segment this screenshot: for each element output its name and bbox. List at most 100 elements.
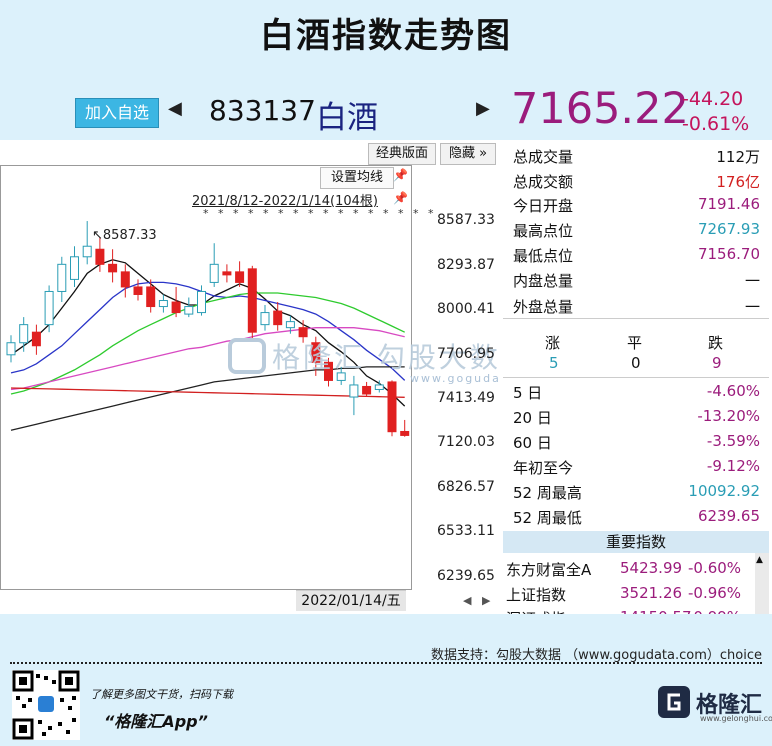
add-to-watchlist-button[interactable]: 加入自选 [75,98,159,128]
period-value: -9.12% [706,457,760,475]
y-axis-label: 7706.95 [437,346,495,362]
candle [400,419,410,437]
app-name: “格隆汇App” [104,712,208,731]
period-value: -3.59% [706,432,760,450]
ma-line [10,387,405,398]
period-label: 52 周最低 [513,509,582,527]
index-name: 上证指数 [506,586,567,604]
candle [197,285,206,316]
scroll-right-icon[interactable]: ▶ [482,594,491,607]
stat-label: 最低点位 [513,247,574,265]
candle [222,264,232,283]
flat-label: 平 [627,334,643,352]
candle [285,315,295,334]
next-arrow-icon[interactable]: ▶ [476,98,490,119]
stat-label: 总成交额 [513,173,574,191]
ma-settings-button[interactable]: 设置均线 [320,167,394,189]
candle [247,265,257,340]
y-axis-label: 6826.57 [437,479,495,495]
up-label: 涨 [545,334,561,352]
candle [133,279,143,301]
peak-label: ↖8587.33 [92,228,157,243]
download-tagline: 了解更多图文干货，扫码下载 [90,688,233,701]
divider [503,318,769,319]
stat-label: 今日开盘 [513,197,574,215]
divider [10,662,762,664]
index-row[interactable]: 上证指数 3521.26 -0.96% [506,584,754,606]
stat-value: 一 [744,272,760,290]
candle [146,279,156,313]
peak-value: 8587.33 [102,228,157,243]
ma-line [10,366,405,431]
flat-count: 0 [631,354,641,372]
period-label: 年初至今 [513,459,574,477]
stat-value: 7191.46 [697,195,760,213]
period-label: 5 日 [513,384,543,402]
candle [209,243,219,287]
scroll-left-icon[interactable]: ◀ [463,594,472,607]
divider [503,377,769,378]
down-label: 跌 [708,334,724,352]
index-value: 14150.57 [620,608,692,614]
index-value: 5423.99 [620,559,683,577]
candle [158,294,168,313]
candle [374,380,384,393]
watermark-logo-icon [228,338,266,374]
index-value: 3521.26 [620,584,683,602]
logo-url: www.gelonghui.com [700,714,772,723]
ma-line [10,281,406,381]
qr-code-icon[interactable] [12,670,80,740]
period-label: 60 日 [513,434,552,452]
period-value: -13.20% [697,407,760,425]
period-label: 20 日 [513,409,552,427]
price-change: -44.20 [682,88,744,110]
candle [6,335,16,363]
candle [120,264,130,298]
pin-icon[interactable]: 📌 [393,191,408,205]
y-axis-label: 6533.11 [437,523,495,539]
index-name: 深证成指 [506,608,566,614]
candle [82,221,92,265]
stat-value: 7156.70 [697,245,760,263]
ma-line [10,259,406,407]
index-row[interactable]: 东方财富全A 5423.99 -0.60% [506,559,754,581]
y-axis-label: 6239.65 [437,568,495,584]
pin-icon[interactable]: 📌 [393,168,408,182]
candle [260,305,270,331]
candle [95,237,105,272]
index-pct: -0.99% [688,608,741,614]
stat-label: 总成交量 [513,148,574,166]
candle [57,256,67,303]
candle [311,336,321,376]
period-label: 52 周最高 [513,484,582,502]
page-title: 白酒指数走势图 [260,16,512,56]
index-pct: -0.60% [688,559,742,577]
candle [31,324,41,355]
current-price: 7165.22 [511,84,689,134]
index-header: 重要指数 [503,531,769,553]
logo-icon [658,686,690,718]
watermark-text: 格隆汇 勾股大数据 [272,341,532,374]
stock-name: 白酒 [316,100,378,136]
period-value: 6239.65 [697,507,760,525]
stat-label: 最高点位 [513,222,574,240]
data-source: 数据支持：勾股大数据 （www.gogudata.com）choice [431,648,762,663]
index-row[interactable]: 深证成指 14150.57-0.99% [506,608,754,614]
stat-value: 7267.93 [697,220,760,238]
candle [19,317,29,352]
price-change-pct: -0.61% [682,113,750,135]
y-axis-label: 8293.87 [437,257,495,273]
candle [108,249,118,283]
index-scrollbar[interactable] [755,553,769,614]
candle [171,286,181,318]
stat-label: 外盘总量 [513,298,574,316]
candle [349,375,359,416]
hide-button[interactable]: 隐藏 » [440,143,496,165]
prev-arrow-icon[interactable]: ◀ [168,98,182,119]
scroll-up-icon[interactable]: ▲ [756,555,763,565]
current-date-tag: 2022/01/14/五 [296,590,406,611]
classic-layout-button[interactable]: 经典版面 [368,143,436,165]
candle [336,366,346,385]
hide-label: 隐藏 [448,146,475,161]
candlestick-chart [0,165,412,590]
